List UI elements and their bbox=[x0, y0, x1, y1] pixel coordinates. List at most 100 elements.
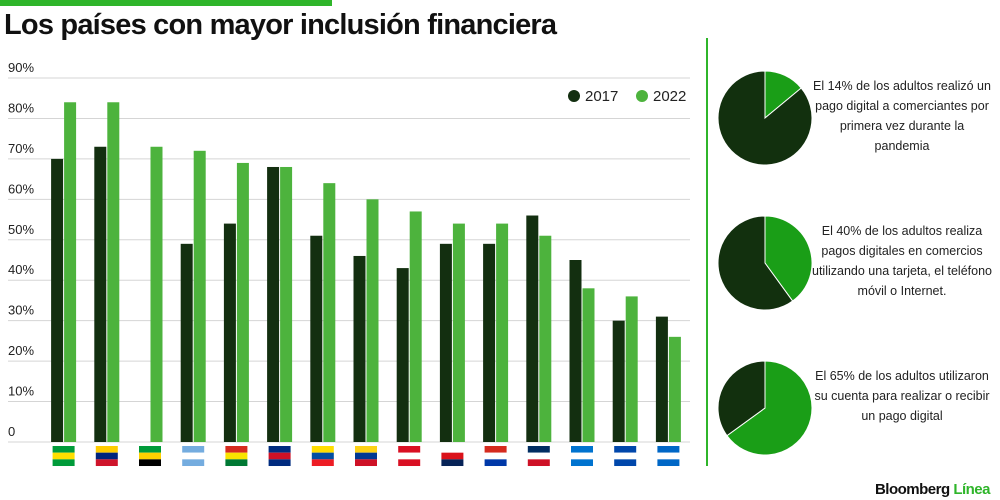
flag-stripe bbox=[95, 452, 118, 460]
flag-stripe bbox=[527, 452, 550, 460]
flag-stripe bbox=[441, 459, 464, 467]
flag-stripe bbox=[614, 459, 637, 467]
pie-slice bbox=[717, 215, 794, 311]
flag-stripe bbox=[225, 459, 248, 467]
flag-stripe bbox=[484, 452, 507, 460]
bar bbox=[409, 211, 422, 442]
pie-annotation: El 14% de los adultos realizó un pago di… bbox=[813, 79, 991, 153]
bar bbox=[51, 158, 64, 442]
flag-stripe bbox=[657, 459, 680, 467]
flag bbox=[657, 446, 680, 467]
pie-annotation: El 65% de los adultos utilizaron su cuen… bbox=[814, 369, 990, 423]
flag-stripe bbox=[95, 459, 118, 467]
bar bbox=[353, 255, 366, 442]
legend-label: 2017 bbox=[585, 88, 618, 105]
chart-title: Los países con mayor inclusión financier… bbox=[4, 9, 558, 41]
flag bbox=[571, 446, 593, 467]
bar bbox=[526, 215, 539, 442]
flag-stripe bbox=[182, 446, 205, 453]
accent-bar bbox=[0, 0, 332, 6]
legend-swatch bbox=[636, 90, 648, 102]
flag-stripe bbox=[614, 452, 637, 460]
bar bbox=[612, 320, 625, 442]
flag-stripe bbox=[355, 459, 377, 467]
bar bbox=[439, 243, 452, 442]
pie-slice bbox=[717, 360, 766, 437]
flag-stripe bbox=[95, 446, 118, 453]
bar bbox=[539, 235, 552, 442]
pie-slice bbox=[726, 360, 813, 456]
bar bbox=[310, 235, 323, 442]
bar bbox=[280, 166, 293, 442]
y-tick-label: 0 bbox=[8, 424, 15, 439]
y-tick-label: 10% bbox=[8, 384, 34, 399]
legend-swatch bbox=[568, 90, 580, 102]
flag-stripe bbox=[268, 459, 291, 467]
bar bbox=[64, 102, 77, 443]
bar bbox=[267, 166, 280, 442]
flag-stripe bbox=[441, 452, 464, 460]
flag-stripe bbox=[527, 446, 550, 453]
flag bbox=[614, 446, 637, 467]
flag-stripe bbox=[268, 446, 291, 453]
bar bbox=[569, 260, 582, 442]
brand-suffix: Línea bbox=[953, 481, 991, 498]
flag bbox=[484, 446, 507, 467]
y-tick-label: 50% bbox=[8, 222, 34, 237]
y-tick-label: 90% bbox=[8, 60, 34, 75]
bar bbox=[180, 243, 193, 442]
flag bbox=[52, 446, 75, 467]
y-tick-label: 60% bbox=[8, 181, 34, 196]
flag-stripe bbox=[441, 446, 464, 453]
y-tick-label: 20% bbox=[8, 343, 34, 358]
flag-stripe bbox=[657, 446, 680, 453]
bar bbox=[150, 146, 163, 442]
flag bbox=[225, 446, 248, 467]
flag-stripe bbox=[139, 446, 161, 453]
bar bbox=[193, 150, 206, 443]
flag-stripe bbox=[52, 446, 75, 453]
flag-stripe bbox=[527, 459, 550, 467]
bar bbox=[107, 102, 120, 443]
flag-stripe bbox=[225, 452, 248, 460]
flag-stripe bbox=[571, 446, 593, 453]
bar bbox=[223, 223, 236, 442]
bar bbox=[483, 243, 496, 442]
bar bbox=[396, 268, 409, 442]
flag-stripe bbox=[484, 446, 507, 453]
flag bbox=[398, 446, 421, 467]
legend-label: 2022 bbox=[653, 88, 686, 105]
pie-slice bbox=[764, 215, 813, 302]
bar bbox=[496, 223, 509, 442]
flag bbox=[441, 446, 464, 467]
flag-stripe bbox=[571, 459, 593, 467]
y-tick-label: 70% bbox=[8, 141, 34, 156]
flag-stripe bbox=[139, 459, 161, 467]
flag-stripe bbox=[398, 452, 421, 460]
brand: Bloomberg Línea bbox=[875, 481, 991, 498]
bar bbox=[625, 296, 638, 442]
flag-stripe bbox=[311, 452, 334, 460]
flag-stripe bbox=[311, 459, 334, 467]
bar bbox=[94, 146, 107, 442]
flag-stripe bbox=[614, 446, 637, 453]
bar bbox=[668, 336, 681, 442]
bar bbox=[655, 316, 668, 442]
pie-annotation: El 40% de los adultos realiza pagos digi… bbox=[812, 224, 992, 298]
flag bbox=[139, 446, 161, 467]
flag-stripe bbox=[182, 452, 205, 460]
y-tick-label: 80% bbox=[8, 100, 34, 115]
flag-stripe bbox=[355, 452, 377, 460]
flag-stripe bbox=[571, 452, 593, 460]
flag-stripe bbox=[398, 459, 421, 467]
pie-slice bbox=[717, 70, 813, 166]
bar bbox=[366, 199, 379, 442]
flag-stripe bbox=[139, 452, 161, 460]
bar bbox=[323, 183, 336, 442]
flag-stripe bbox=[355, 446, 377, 453]
flag-stripe bbox=[52, 459, 75, 467]
flag-stripe bbox=[268, 452, 291, 460]
y-tick-label: 30% bbox=[8, 303, 34, 318]
flag bbox=[527, 446, 550, 467]
